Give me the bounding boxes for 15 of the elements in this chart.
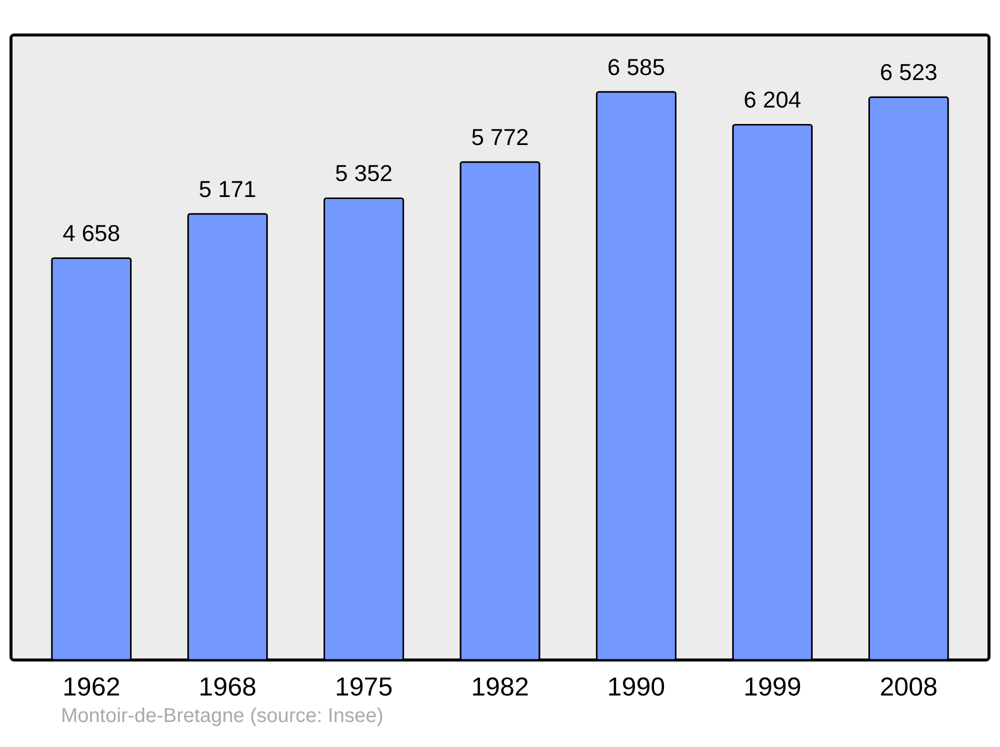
data-label: 6 204: [744, 86, 802, 113]
data-label: 5 772: [471, 124, 529, 150]
data-label: 6 585: [607, 54, 665, 80]
x-tick-label: 1982: [471, 672, 529, 702]
x-tick-label: 1968: [198, 672, 256, 702]
x-tick-label: 1975: [334, 672, 393, 702]
data-label: 6 523: [880, 59, 938, 86]
text: Montoir-de-Bretagne (source: Insee): [61, 705, 384, 727]
x-tick-label: 1990: [607, 672, 666, 702]
data-label: 5 352: [335, 160, 393, 186]
x-tick-label: 2008: [880, 672, 938, 702]
x-tick-label: 1999: [744, 672, 802, 702]
data-label: 5 171: [198, 176, 256, 202]
data-label: 4 658: [62, 220, 120, 246]
x-tick-label: 1962: [62, 672, 120, 702]
